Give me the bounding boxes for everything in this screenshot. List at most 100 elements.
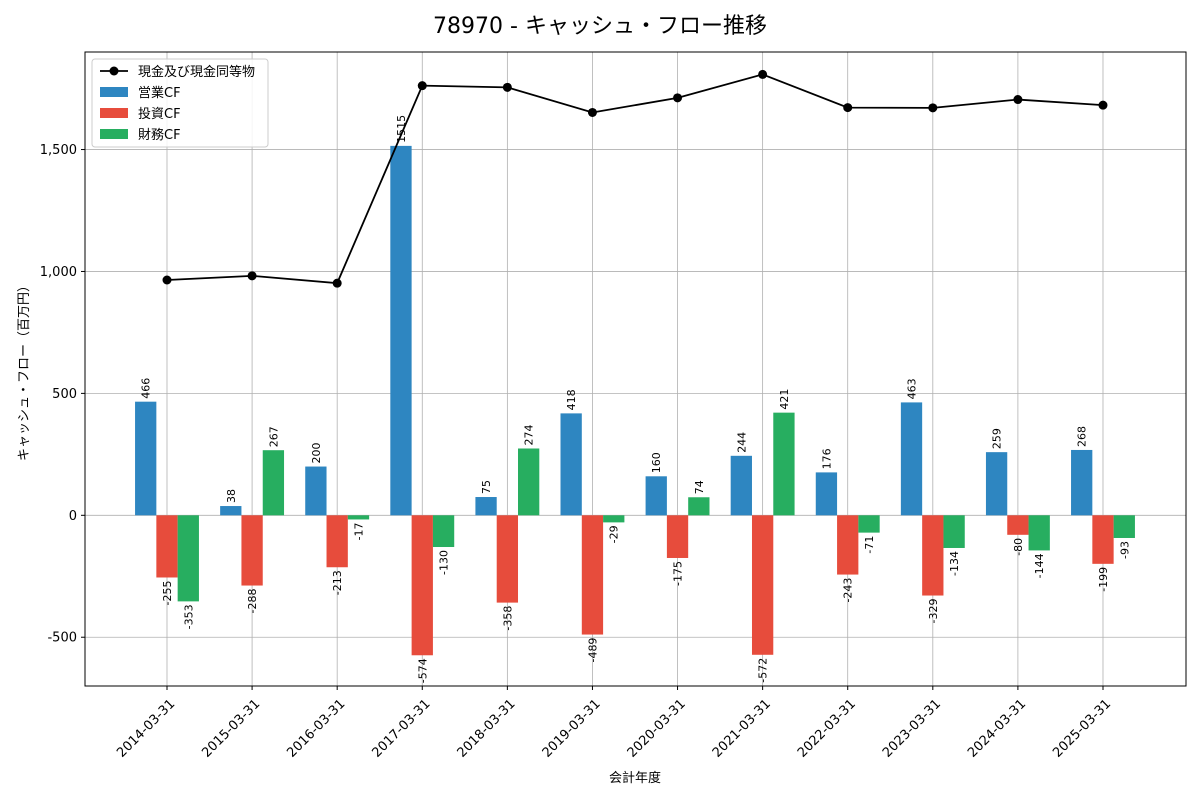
bar-value-label: -255 [161,580,174,605]
bar-value-label: -80 [1012,538,1025,556]
cash-point-2023-03-31 [928,103,938,113]
bar-value-label: -144 [1033,553,1046,578]
cash-point-2020-03-31 [673,93,683,103]
bar-value-label: -288 [246,589,259,614]
bar-財務CF-2020-03-31 [688,497,710,516]
bar-value-label: -358 [501,606,514,631]
bar-value-label: 74 [693,480,706,494]
bar-value-label: -134 [948,551,961,576]
bar-営業CF-2020-03-31 [645,476,667,516]
bar-投資CF-2017-03-31 [411,515,433,656]
bar-value-label: 38 [225,489,238,503]
bar-value-label: -93 [1118,541,1131,559]
y-axis-label: キャッシュ・フロー（百万円） [17,279,32,461]
bar-value-label: 268 [1076,426,1089,447]
bar-value-label: 244 [735,432,748,453]
legend-label: 現金及び現金同等物 [138,64,255,80]
bar-投資CF-2020-03-31 [666,515,689,558]
bar-投資CF-2014-03-31 [156,515,178,578]
bar-投資CF-2023-03-31 [922,515,944,596]
y-tick-label: 1,000 [40,265,77,280]
bar-営業CF-2018-03-31 [475,497,497,516]
bar-value-label: 267 [267,426,280,447]
bar-投資CF-2018-03-31 [496,515,519,603]
legend-label: 投資CF [138,106,181,122]
bar-投資CF-2025-03-31 [1092,515,1114,564]
bar-value-label: -574 [416,658,429,683]
bar-value-label: 259 [991,428,1004,449]
bar-財務CF-2023-03-31 [943,515,965,548]
bar-value-label: -572 [757,658,770,683]
bar-value-label: -489 [586,638,599,663]
bar-value-label: 418 [565,389,578,410]
bar-財務CF-2022-03-31 [858,515,880,533]
bar-投資CF-2022-03-31 [837,515,859,575]
cash-point-2022-03-31 [843,103,853,113]
plot-frame [84,51,1187,687]
legend-line-marker [109,66,119,76]
legend-box [91,58,269,148]
bar-営業CF-2024-03-31 [985,452,1008,516]
bar-財務CF-2015-03-31 [262,450,285,516]
bar-財務CF-2021-03-31 [773,412,795,516]
bar-投資CF-2015-03-31 [241,515,263,586]
bar-value-label: 176 [820,448,833,469]
bar-value-label: -329 [927,599,940,624]
bar-value-label: -29 [608,525,621,543]
bar-value-label: 75 [480,480,493,494]
bar-投資CF-2019-03-31 [581,515,604,635]
bar-投資CF-2016-03-31 [326,515,348,568]
bar-value-label: -199 [1097,567,1110,592]
y-tick-label: 500 [52,387,77,402]
bars-layer [135,145,1135,656]
bar-財務CF-2016-03-31 [347,515,370,520]
bar-value-label: 1515 [395,115,408,143]
cash-point-2014-03-31 [162,275,172,285]
bar-財務CF-2024-03-31 [1028,515,1050,551]
y-tick-label: 1,500 [40,143,77,158]
cash-point-2024-03-31 [1013,95,1023,105]
bar-value-label: 274 [523,424,536,445]
bar-営業CF-2025-03-31 [1071,449,1093,516]
bar-value-label: -243 [842,578,855,603]
y-tick-label: 0 [69,509,77,524]
y-tick-label: -500 [47,631,77,646]
bar-投資CF-2024-03-31 [1007,515,1029,535]
bar-財務CF-2014-03-31 [177,515,199,602]
legend-label: 財務CF [138,128,181,143]
x-axis-label: 会計年度 [609,770,661,786]
legend-label: 営業CF [138,85,181,101]
bar-財務CF-2025-03-31 [1113,515,1135,538]
bar-営業CF-2015-03-31 [220,506,242,516]
bar-営業CF-2023-03-31 [900,402,923,516]
bar-value-label: 421 [778,389,791,410]
bar-value-label: -130 [438,550,451,575]
legend-swatch-営業CF [100,87,128,97]
bar-value-label: 200 [310,443,323,464]
cash-point-2019-03-31 [587,107,597,117]
cash-point-2017-03-31 [417,81,427,91]
bar-営業CF-2021-03-31 [730,455,752,516]
cash-point-2015-03-31 [247,271,257,281]
bar-営業CF-2019-03-31 [560,413,582,516]
bar-value-label: 160 [650,452,663,473]
bar-財務CF-2017-03-31 [432,515,455,548]
bar-財務CF-2018-03-31 [518,448,540,516]
bar-財務CF-2019-03-31 [603,515,625,523]
bar-営業CF-2014-03-31 [135,401,157,516]
cash-point-2025-03-31 [1098,100,1108,110]
legend-swatch-投資CF [100,108,128,118]
bar-営業CF-2016-03-31 [305,466,327,516]
bar-value-label: -71 [863,536,876,554]
bar-value-label: -213 [331,570,344,595]
bar-営業CF-2017-03-31 [390,145,412,516]
legend-swatch-財務CF [100,129,128,139]
cash-line [166,73,1104,285]
cash-point-2016-03-31 [332,278,342,288]
bar-value-label: -353 [182,604,195,629]
bar-value-label: 466 [140,378,153,399]
bar-value-label: -175 [672,561,685,586]
